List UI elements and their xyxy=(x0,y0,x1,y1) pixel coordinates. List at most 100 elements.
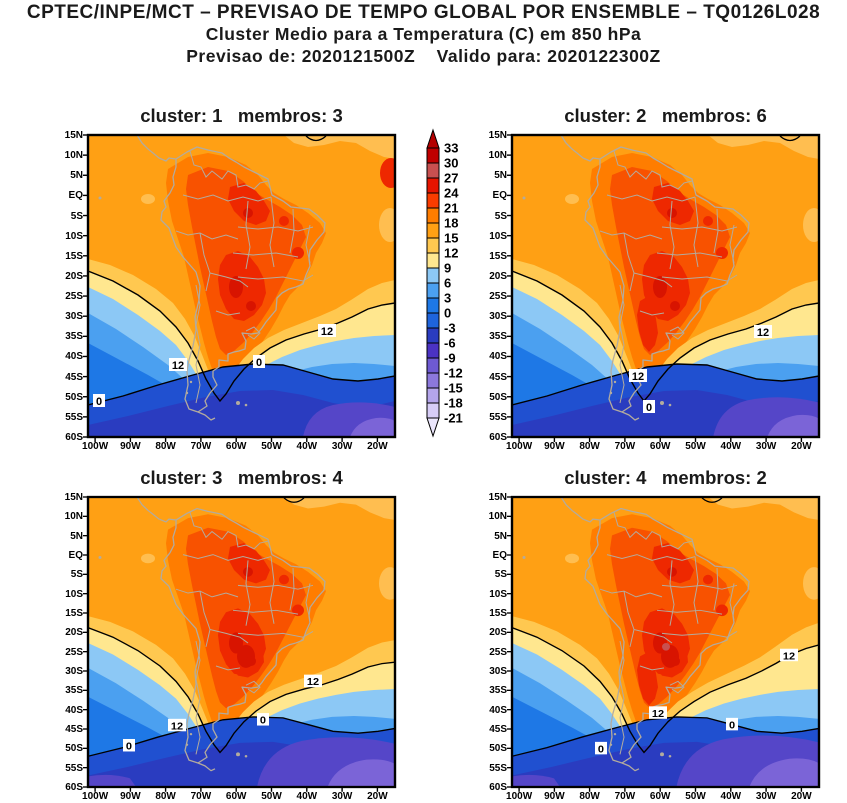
contour-label: 12 xyxy=(754,325,772,339)
lat-tick-label: 25S xyxy=(489,291,507,303)
map-frame xyxy=(510,495,821,789)
contour-label: 12 xyxy=(304,674,322,688)
lat-tick-label: 45S xyxy=(489,724,507,735)
lon-tick-label: 60W xyxy=(225,791,247,802)
lat-tick-label: 35S xyxy=(65,685,83,697)
lat-tick-label: 5N xyxy=(494,170,507,182)
lat-tick-label: 15S xyxy=(65,250,83,262)
lat-tick-label: 10S xyxy=(65,230,83,242)
colorbar-label: -15 xyxy=(444,381,463,396)
colorbar-band xyxy=(426,252,440,269)
lon-tick-label: 80W xyxy=(155,441,176,452)
colorbar-band xyxy=(426,357,440,374)
coastline xyxy=(136,497,326,772)
contour-label: 0 xyxy=(595,741,607,755)
colorbar-band xyxy=(426,402,440,419)
lat-tick-label: 60S xyxy=(489,432,507,443)
lat-tick-label: EQ xyxy=(492,190,507,202)
colorbar-label: -21 xyxy=(444,411,463,426)
coastline xyxy=(560,135,750,421)
lon-tick-label: 50W xyxy=(685,441,706,452)
lat-tick-label: 30S xyxy=(65,311,83,323)
svg-text:0: 0 xyxy=(126,741,132,753)
lat-tick-label: 10S xyxy=(65,588,83,600)
contour-label: 0 xyxy=(123,738,135,753)
svg-text:0: 0 xyxy=(646,402,652,414)
figure-timestamps: Previsao de: 2020121500Z Valido para: 20… xyxy=(186,46,661,66)
map-frame xyxy=(510,133,821,439)
lat-tick-label: 40S xyxy=(65,704,83,716)
svg-text:12: 12 xyxy=(171,721,183,733)
svg-text:0: 0 xyxy=(729,720,735,732)
svg-text:12: 12 xyxy=(757,327,769,339)
lat-tick-label: 40S xyxy=(65,351,83,363)
lon-tick-label: 100W xyxy=(506,441,533,452)
contour-label: 12 xyxy=(649,706,667,720)
colorbar-label: -6 xyxy=(444,336,456,351)
colorbar-label: -18 xyxy=(444,396,463,411)
panel-title-cluster-3: cluster: 3 membros: 4 xyxy=(140,467,343,488)
lat-tick-label: 15S xyxy=(489,250,507,262)
lon-tick-label: 60W xyxy=(649,791,671,802)
colorbar-band xyxy=(426,372,440,389)
colorbar-band xyxy=(426,192,440,209)
lat-tick-label: 5N xyxy=(70,530,83,542)
lat-tick-label: 25S xyxy=(489,646,507,658)
map-frame xyxy=(86,133,397,439)
lon-tick-label: 70W xyxy=(190,791,212,802)
lat-tick-label: 50S xyxy=(489,391,507,403)
colorbar-label: -12 xyxy=(444,366,463,381)
colorbar-label: -3 xyxy=(444,321,456,336)
colorbar-band xyxy=(426,222,440,239)
lon-tick-label: 30W xyxy=(755,791,777,802)
colorbar-band xyxy=(426,267,440,284)
temperature-map-cluster-3: 12 12 0 0 xyxy=(83,495,397,792)
map-layers xyxy=(512,497,819,787)
lat-tick-label: 55S xyxy=(489,411,507,423)
lat-tick-label: 10N xyxy=(488,150,507,162)
colorbar-band xyxy=(426,387,440,404)
lon-tick-label: 30W xyxy=(755,441,777,452)
lon-tick-label: 50W xyxy=(261,441,282,452)
lat-tick-label: 55S xyxy=(489,762,507,774)
lon-tick-label: 50W xyxy=(685,791,706,802)
lat-tick-label: 45S xyxy=(489,371,507,383)
lat-tick-label: 60S xyxy=(65,782,83,793)
lat-tick-label: 5S xyxy=(70,210,83,222)
panel-title-cluster-4: cluster: 4 membros: 2 xyxy=(564,467,767,488)
lat-tick-label: 10S xyxy=(489,588,507,600)
map-layers xyxy=(512,135,819,437)
colorbar-label: 33 xyxy=(444,141,458,156)
temperature-map-cluster-1: 12 12 0 0 xyxy=(83,133,397,442)
panel-title-cluster-1: cluster: 1 membros: 3 xyxy=(140,105,343,126)
lon-tick-label: 100W xyxy=(82,791,109,802)
lat-tick-label: 60S xyxy=(489,782,507,793)
contour-label: 0 xyxy=(253,355,265,369)
lon-tick-label: 90W xyxy=(544,441,565,452)
lat-tick-label: 15N xyxy=(64,130,83,141)
lat-tick-label: 55S xyxy=(65,762,83,774)
lat-tick-label: 20S xyxy=(489,627,507,639)
contour-label: 12 xyxy=(318,324,336,338)
coastline xyxy=(136,135,326,421)
svg-text:12: 12 xyxy=(321,326,333,338)
lon-tick-label: 70W xyxy=(614,441,636,452)
svg-text:12: 12 xyxy=(652,708,664,720)
contour-label: 12 xyxy=(780,648,798,662)
lat-tick-label: 25S xyxy=(65,646,83,658)
lat-tick-label: 10N xyxy=(488,511,507,523)
lon-tick-label: 20W xyxy=(791,791,812,802)
colorbar-band xyxy=(426,162,440,179)
lat-tick-label: 45S xyxy=(65,724,83,735)
colorbar-label: 15 xyxy=(444,231,458,246)
lon-tick-label: 30W xyxy=(331,441,353,452)
svg-text:0: 0 xyxy=(260,715,266,727)
map-layers xyxy=(88,135,395,437)
lon-tick-label: 100W xyxy=(506,791,533,802)
colorbar-band xyxy=(426,177,440,194)
contour-label: 0 xyxy=(643,400,655,414)
lon-tick-label: 90W xyxy=(544,791,565,802)
lat-tick-label: 35S xyxy=(489,685,507,697)
